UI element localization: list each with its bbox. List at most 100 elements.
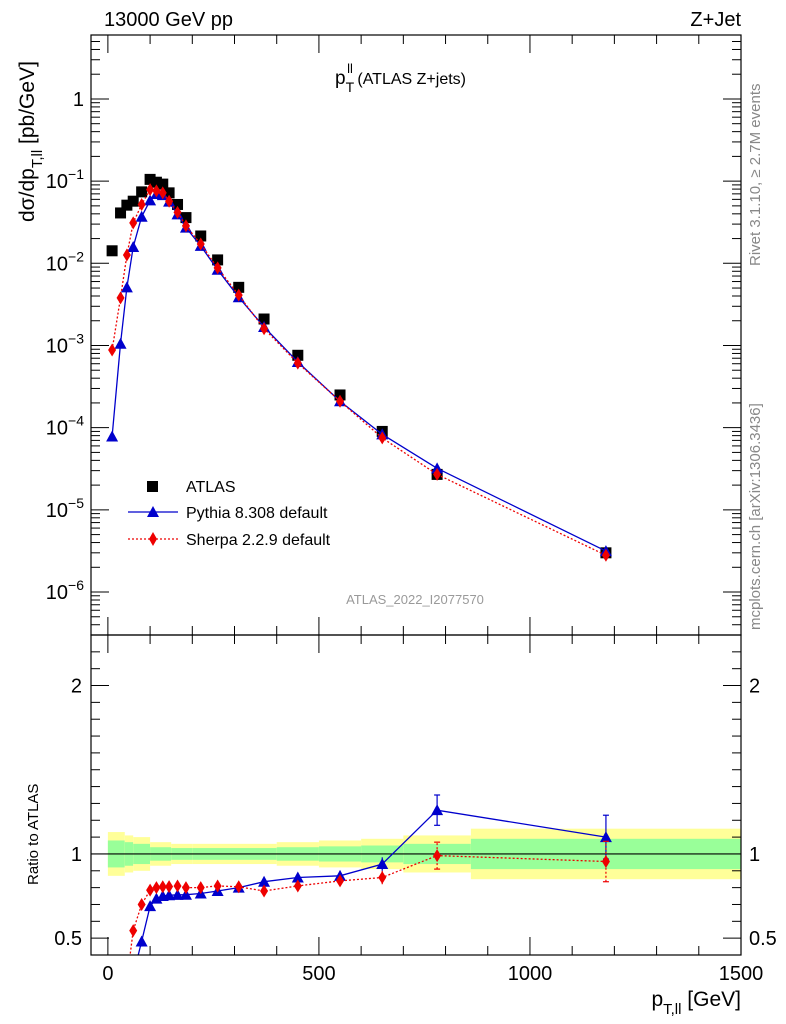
main-point-2-12 bbox=[213, 261, 222, 275]
ratio-point-1-14 bbox=[260, 884, 269, 898]
ratio-point-1-9 bbox=[173, 879, 182, 893]
main-point-1-2 bbox=[120, 281, 133, 293]
x-tick-label: 1500 bbox=[719, 963, 764, 985]
main-point-2-0 bbox=[108, 343, 117, 357]
ratio-point-1-6 bbox=[152, 881, 161, 895]
main-title-sub: T bbox=[346, 79, 355, 95]
main-y-tick-label: 10−4 bbox=[46, 413, 84, 440]
side-label-mcplots: mcplots.cern.ch [arXiv:1306.3436] bbox=[747, 403, 764, 630]
main-point-2-7 bbox=[158, 186, 167, 200]
ratio-point-1-19 bbox=[601, 855, 610, 869]
main-y-label: dσ/dpT,ll [pb/GeV] bbox=[16, 61, 46, 222]
main-point-0-4 bbox=[136, 186, 148, 198]
ratio-series-0 bbox=[106, 794, 612, 1024]
main-plot-area bbox=[106, 173, 612, 562]
x-axis-label-unit: [GeV] bbox=[681, 988, 741, 1011]
main-series-line-1 bbox=[111, 193, 607, 552]
ratio-point-1-8 bbox=[165, 880, 174, 894]
ratio-point-0-10 bbox=[179, 888, 192, 900]
main-point-0-0 bbox=[106, 245, 118, 257]
ratio-point-0-15 bbox=[291, 871, 304, 883]
ratio-point-0-8 bbox=[163, 889, 176, 901]
ratio-y-tick-label-left: 2 bbox=[71, 676, 82, 698]
header-right: Z+Jet bbox=[690, 9, 741, 31]
main-point-0-6 bbox=[150, 176, 162, 188]
x-tick-label: 500 bbox=[302, 963, 335, 985]
ratio-point-1-10 bbox=[181, 881, 190, 895]
ratio-point-0-17 bbox=[376, 858, 389, 870]
side-label-rivet: Rivet 3.1.10, ≥ 2.7M events bbox=[747, 84, 764, 267]
main-y-tick-label: 1 bbox=[73, 89, 84, 111]
ratio-y-tick-label-left: 1 bbox=[71, 844, 82, 866]
ratio-point-1-17 bbox=[378, 871, 387, 885]
main-y-tick-label: 10−1 bbox=[46, 166, 84, 193]
main-y-tick-label: 10−5 bbox=[46, 495, 84, 522]
ratio-point-1-16 bbox=[336, 874, 345, 888]
main-title-p: p bbox=[335, 68, 346, 89]
ratio-point-0-14 bbox=[258, 875, 271, 887]
x-axis-label-sub: T,ll bbox=[663, 1001, 681, 1018]
main-point-2-9 bbox=[173, 205, 182, 219]
main-y-label-sub: T,ll bbox=[29, 150, 46, 168]
ratio-point-0-2 bbox=[121, 1000, 133, 1011]
x-axis-label: pT,ll [GeV] bbox=[651, 988, 741, 1018]
ratio-y-tick-label-right: 2 bbox=[749, 676, 760, 698]
ratio-point-1-3 bbox=[129, 924, 138, 938]
main-point-2-15 bbox=[293, 356, 302, 370]
main-point-1-5 bbox=[144, 194, 157, 206]
ratio-point-1-12 bbox=[213, 879, 222, 893]
ratio-point-0-0 bbox=[106, 1015, 118, 1024]
main-point-0-2 bbox=[121, 199, 133, 211]
main-point-0-9 bbox=[172, 198, 184, 210]
ratio-series-1 bbox=[108, 840, 610, 1018]
ratio-series-line-0 bbox=[137, 809, 607, 955]
analysis-tag: ATLAS_2022_I2077570 bbox=[346, 592, 484, 607]
ratio-point-1-11 bbox=[196, 881, 205, 895]
header-left: 13000 GeV pp bbox=[104, 9, 233, 31]
main-y-tick-label: 10−2 bbox=[46, 248, 84, 275]
ratio-point-1-13 bbox=[234, 880, 243, 894]
ratio-axis-ticks: 0.5 0.5 1 1 2 2 0 500 1000 1500 bbox=[54, 634, 777, 985]
main-point-2-3 bbox=[129, 216, 138, 230]
main-y-label-main: dσ/dp bbox=[16, 168, 39, 222]
main-point-2-18 bbox=[433, 467, 442, 481]
main-point-0-14 bbox=[258, 313, 270, 325]
ratio-point-1-18 bbox=[433, 849, 442, 863]
main-point-2-2 bbox=[122, 248, 131, 262]
ratio-point-1-4 bbox=[137, 897, 146, 911]
ratio-y-label: Ratio to ATLAS bbox=[25, 784, 42, 885]
main-point-1-3 bbox=[127, 240, 140, 252]
main-point-0-7 bbox=[157, 178, 169, 190]
ratio-point-1-0 bbox=[108, 1005, 116, 1018]
main-point-2-4 bbox=[137, 197, 146, 211]
ratio-point-0-9 bbox=[171, 888, 184, 900]
main-point-0-1 bbox=[115, 207, 127, 219]
ratio-point-0-18 bbox=[431, 804, 444, 816]
main-point-0-13 bbox=[233, 281, 245, 293]
ratio-panel: 0.5 0.5 1 1 2 2 0 500 1000 1500 Ratio to ATLAS pT… bbox=[25, 634, 777, 1024]
legend-atlas-label: ATLAS bbox=[186, 479, 236, 496]
legend-sherpa-marker bbox=[149, 532, 157, 546]
ratio-point-0-4 bbox=[135, 935, 148, 947]
main-point-1-0 bbox=[106, 430, 119, 442]
ratio-point-0-5 bbox=[144, 900, 157, 912]
ratio-point-1-2 bbox=[123, 974, 131, 987]
ratio-y-tick-label-left: 0.5 bbox=[54, 928, 82, 950]
ratio-point-0-1 bbox=[115, 1012, 127, 1023]
main-series-2 bbox=[108, 183, 610, 562]
legend-pythia-label: Pythia 8.308 default bbox=[186, 505, 328, 522]
main-series-1 bbox=[106, 187, 612, 557]
ratio-point-0-3 bbox=[127, 969, 139, 980]
ratio-point-0-19 bbox=[599, 831, 612, 843]
legend-pythia-marker bbox=[147, 506, 159, 517]
main-point-1-18 bbox=[431, 462, 444, 474]
main-point-2-11 bbox=[196, 237, 205, 251]
ratio-point-1-1 bbox=[117, 1000, 125, 1013]
main-point-2-10 bbox=[181, 219, 190, 233]
ratio-point-1-5 bbox=[146, 883, 155, 897]
main-point-0-8 bbox=[163, 187, 175, 199]
main-series-line-2 bbox=[111, 188, 607, 556]
main-point-2-16 bbox=[336, 394, 345, 408]
main-point-2-14 bbox=[260, 322, 269, 336]
